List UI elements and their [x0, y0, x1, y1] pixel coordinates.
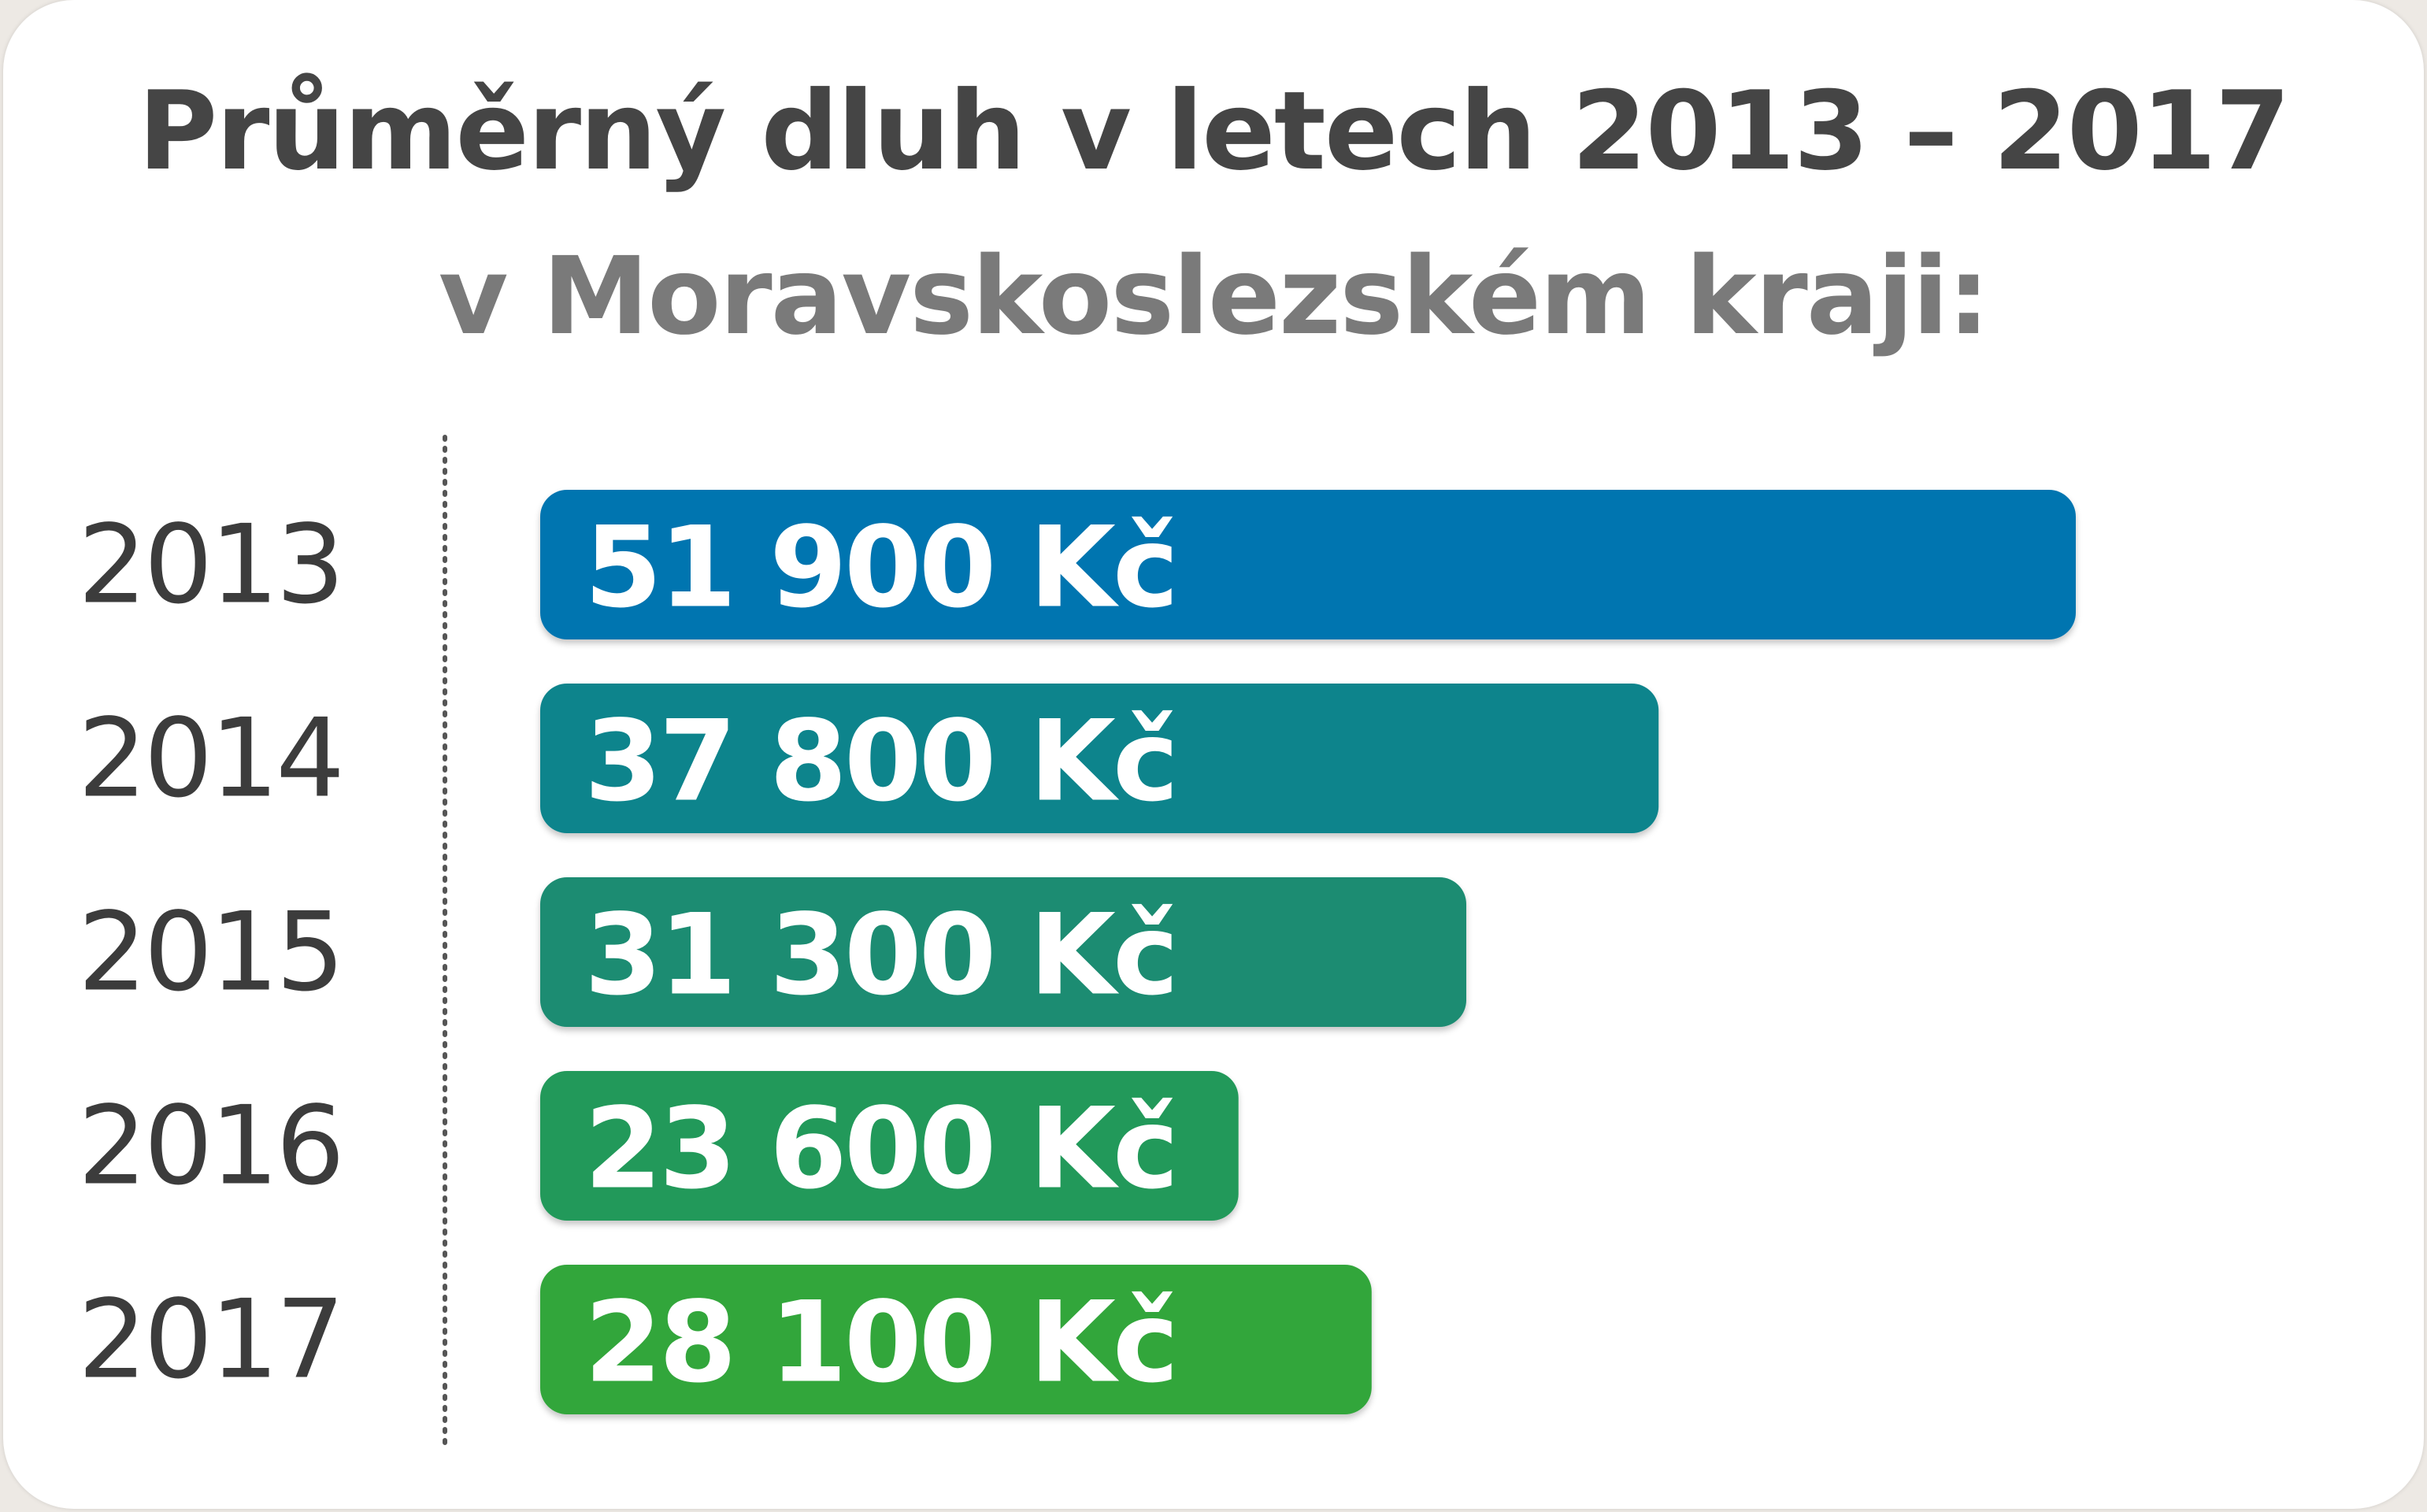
year-label-2016: 2016: [78, 1083, 342, 1210]
year-label-2014: 2014: [78, 695, 342, 822]
chart-title: Průměrný dluh v letech 2013 – 2017: [138, 68, 2291, 195]
bar-2017: [540, 1265, 1372, 1414]
year-label-2017: 2017: [78, 1277, 342, 1403]
bar-value-label-2014: 37 800 Kč: [584, 697, 1176, 827]
bar-2015: [540, 877, 1467, 1027]
chart-subtitle: v Moravskoslezském kraji:: [438, 235, 1990, 359]
bar-value-label-2016: 23 600 Kč: [584, 1084, 1176, 1214]
bar-2013: [540, 490, 2076, 639]
bar-value-label-2013: 51 900 Kč: [584, 503, 1176, 633]
bar-2014: [540, 684, 1659, 833]
bar-value-label-2015: 31 300 Kč: [584, 891, 1176, 1021]
bar-2016: [540, 1071, 1239, 1221]
chart-card: Průměrný dluh v letech 2013 – 2017 v Mor…: [3, 0, 2424, 1509]
year-label-2013: 2013: [78, 502, 342, 628]
bar-value-label-2017: 28 100 Kč: [584, 1278, 1176, 1408]
year-label-2015: 2015: [78, 889, 342, 1016]
bar-chart: 2013 51 900 Kč 2014 37 800 Kč 2015 31 300 Kč 2…: [78, 435, 2076, 1447]
